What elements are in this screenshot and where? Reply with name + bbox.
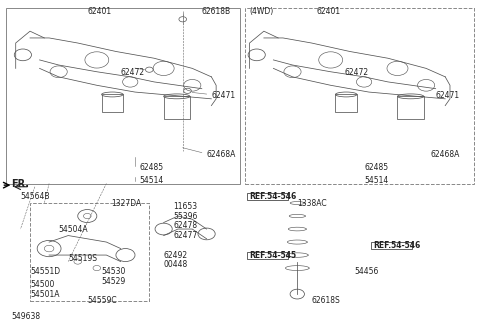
Text: 54551D: 54551D: [30, 267, 60, 276]
Text: 62485: 62485: [140, 163, 164, 172]
Text: 62472: 62472: [120, 69, 145, 77]
Text: 54530: 54530: [102, 267, 126, 276]
Text: 54529: 54529: [102, 277, 126, 286]
Bar: [102, 94, 123, 113]
Text: 62468A: 62468A: [431, 150, 460, 159]
Text: 62485: 62485: [364, 163, 388, 172]
Text: 11653: 11653: [173, 202, 197, 211]
Text: 54514: 54514: [364, 176, 388, 185]
Text: 62468A: 62468A: [206, 150, 236, 159]
Text: 62477: 62477: [173, 231, 197, 240]
Text: 54514: 54514: [140, 176, 164, 185]
Bar: [336, 94, 357, 113]
Text: REF.54-545: REF.54-545: [250, 251, 297, 259]
Text: 62478: 62478: [173, 221, 197, 230]
Text: 62618B: 62618B: [202, 7, 231, 16]
Text: 55396: 55396: [173, 212, 198, 220]
Text: 54501A: 54501A: [30, 290, 60, 298]
Text: 549638: 549638: [11, 312, 40, 321]
Bar: [247, 193, 288, 200]
Text: 54504A: 54504A: [59, 225, 88, 234]
Text: 1338AC: 1338AC: [297, 198, 327, 208]
Text: 54500: 54500: [30, 280, 54, 289]
Text: 54519S: 54519S: [68, 254, 97, 263]
Text: 62472: 62472: [345, 69, 369, 77]
Bar: [30, 203, 149, 300]
Text: REF.54-546: REF.54-546: [250, 192, 297, 201]
Text: (4WD): (4WD): [250, 7, 274, 16]
Bar: [164, 96, 190, 119]
Text: 54456: 54456: [355, 267, 379, 276]
Text: 62401: 62401: [87, 7, 111, 16]
Text: REF.54-546: REF.54-546: [373, 241, 421, 250]
Bar: [6, 8, 240, 183]
Bar: [397, 96, 424, 119]
Text: 1327DA: 1327DA: [111, 198, 142, 208]
Bar: [245, 8, 474, 183]
Text: 62471: 62471: [211, 91, 236, 100]
Text: 62471: 62471: [436, 91, 460, 100]
Text: 62492: 62492: [164, 251, 188, 259]
Text: 62401: 62401: [316, 7, 340, 16]
Bar: [247, 252, 288, 259]
Bar: [371, 242, 412, 249]
Text: 00448: 00448: [164, 260, 188, 269]
Text: 54559C: 54559C: [87, 296, 117, 305]
Text: 62618S: 62618S: [312, 296, 340, 305]
Text: 54564B: 54564B: [21, 192, 50, 201]
Text: FR.: FR.: [11, 178, 29, 189]
